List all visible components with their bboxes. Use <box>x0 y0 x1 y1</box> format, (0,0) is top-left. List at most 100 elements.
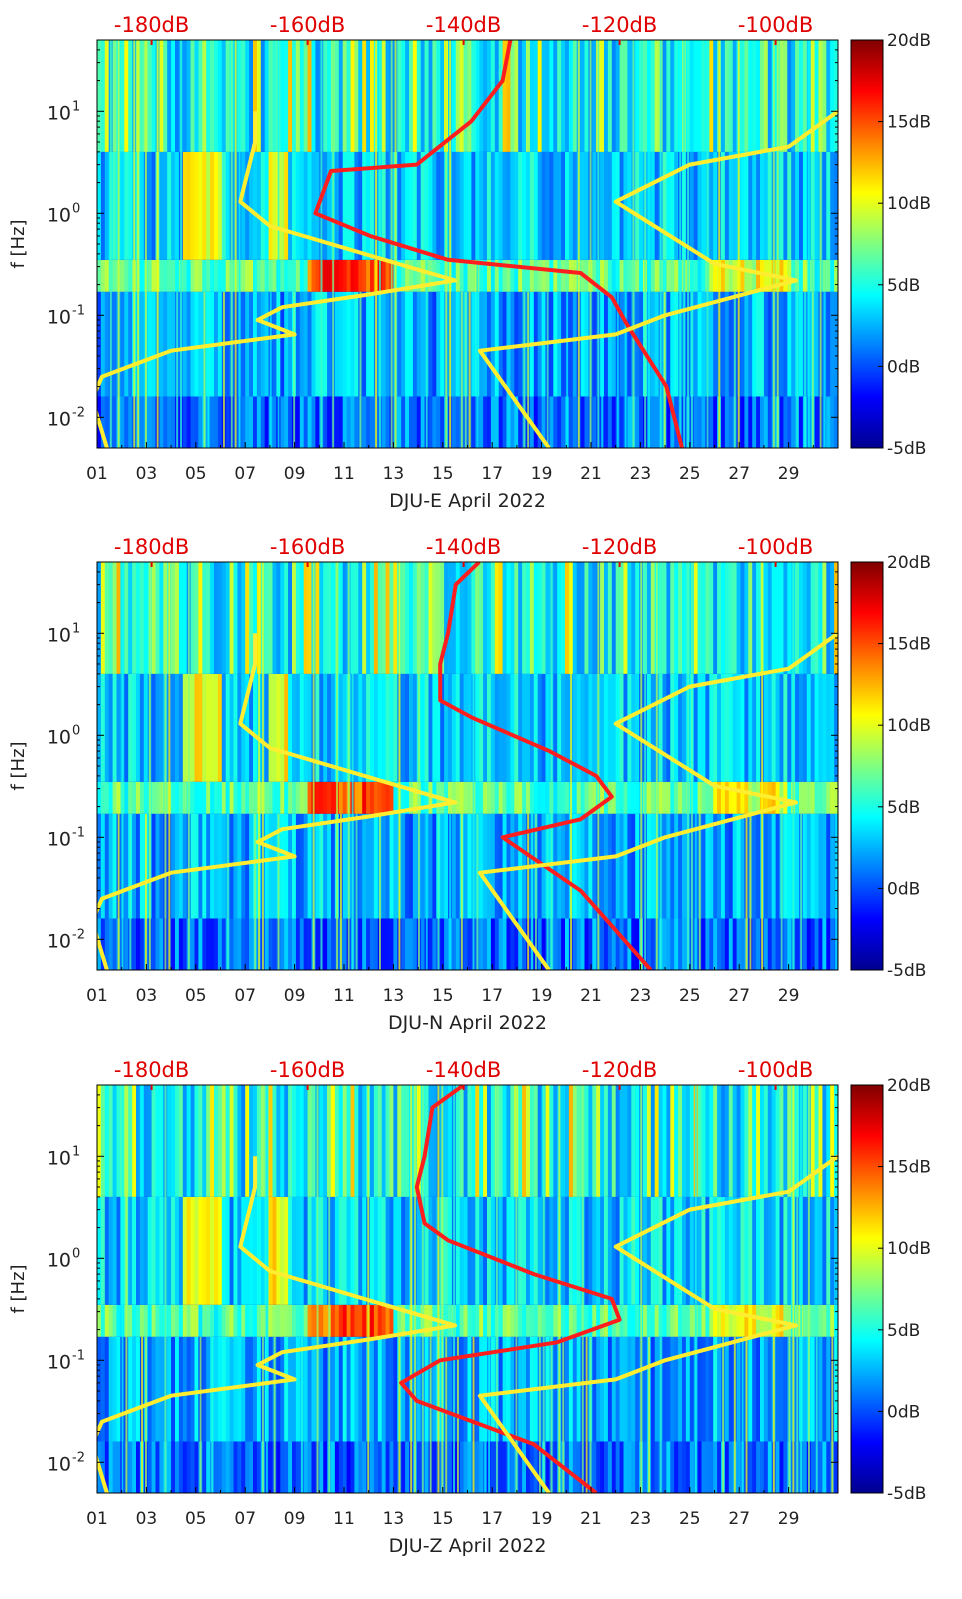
y-tick-label: 10 <box>47 1147 71 1169</box>
spectrogram-panel-3: 01 03 05 07 09 11 13 15 17 19 21 23 25 27 2910-210-110… <box>8 1058 931 1557</box>
red-noise-curve <box>399 1085 622 1493</box>
y-tick-label: 10 <box>47 1249 71 1271</box>
colorbar-tick-label: 15dB <box>887 1158 931 1178</box>
y-tick-label: 10 <box>47 204 71 226</box>
yellow-curve-2 <box>477 109 838 448</box>
x-tick-label: 13 <box>383 464 405 484</box>
colorbar-tick-label: 20dB <box>887 31 931 51</box>
colorbar-tick-label: -5dB <box>887 1484 926 1504</box>
x-tick-label: 17 <box>481 986 503 1006</box>
x-tick-label: 11 <box>333 464 355 484</box>
y-axis-label: f [Hz] <box>8 219 29 268</box>
y-tick-label: 10 <box>47 930 71 952</box>
top-axis-db-label: -140dB <box>426 535 501 559</box>
y-tick-label: 10 <box>47 306 71 328</box>
y-tick-exponent: 1 <box>72 99 80 114</box>
y-tick-label: 10 <box>47 408 71 430</box>
x-tick-label: 23 <box>630 1509 652 1529</box>
x-tick-label: 05 <box>185 464 207 484</box>
y-tick-label: 10 <box>47 828 71 850</box>
top-axis-db-label: -140dB <box>426 13 501 37</box>
top-axis-db-label: -100dB <box>738 535 813 559</box>
colorbar-tick-label: 10dB <box>887 716 931 736</box>
top-axis-db-label: -120dB <box>582 535 657 559</box>
x-tick-label: 19 <box>531 464 553 484</box>
colorbar-tick-label: 10dB <box>887 194 931 214</box>
x-tick-label: 19 <box>531 1509 553 1529</box>
y-tick-exponent: -1 <box>72 303 85 318</box>
x-tick-label: 27 <box>728 1509 750 1529</box>
colorbar-tick-label: 20dB <box>887 1076 931 1096</box>
heatmap-area <box>97 1085 838 1493</box>
x-tick-label: 09 <box>284 986 306 1006</box>
x-tick-label: 21 <box>580 1509 602 1529</box>
x-tick-label: 13 <box>383 1509 405 1529</box>
x-tick-label: 15 <box>432 1509 454 1529</box>
y-axis-label: f [Hz] <box>8 741 29 790</box>
yellow-curve-1 <box>97 633 458 970</box>
heatmap-area <box>97 562 838 970</box>
top-axis-db-label: -160dB <box>270 1058 345 1082</box>
x-axis-label: DJU-N April 2022 <box>388 1012 547 1034</box>
y-tick-label: 10 <box>47 726 71 748</box>
x-tick-label: 07 <box>234 464 256 484</box>
colorbar-tick-label: 15dB <box>887 635 931 655</box>
colorbar-tick-label: -5dB <box>887 439 926 459</box>
x-tick-label: 23 <box>630 464 652 484</box>
x-tick-label: 25 <box>679 986 701 1006</box>
top-axis-db-label: -180dB <box>114 13 189 37</box>
x-tick-label: 29 <box>778 986 800 1006</box>
x-tick-label: 21 <box>580 464 602 484</box>
x-tick-label: 19 <box>531 986 553 1006</box>
yellow-curve-2 <box>477 1154 838 1493</box>
x-tick-label: 01 <box>86 986 108 1006</box>
spectrogram-panel-2: 01 03 05 07 09 11 13 15 17 19 21 23 25 27 2910-210-110… <box>8 535 931 1034</box>
y-tick-exponent: -1 <box>72 1348 85 1363</box>
x-tick-label: 27 <box>728 464 750 484</box>
x-axis-label: DJU-E April 2022 <box>389 490 546 512</box>
x-tick-label: 29 <box>778 464 800 484</box>
x-tick-label: 15 <box>432 464 454 484</box>
x-tick-label: 29 <box>778 1509 800 1529</box>
yellow-curve-2 <box>477 631 838 970</box>
y-tick-exponent: -1 <box>72 825 85 840</box>
x-tick-label: 09 <box>284 1509 306 1529</box>
x-tick-label: 07 <box>234 986 256 1006</box>
x-tick-label: 13 <box>383 986 405 1006</box>
x-tick-label: 21 <box>580 986 602 1006</box>
colorbar-tick-label: 0dB <box>887 1402 920 1422</box>
yellow-curve-1 <box>97 111 458 448</box>
top-axis-db-label: -120dB <box>582 13 657 37</box>
top-axis-db-label: -160dB <box>270 13 345 37</box>
colorbar-tick-label: 10dB <box>887 1239 931 1259</box>
yellow-curve-1 <box>97 1156 458 1493</box>
colorbar-tick-label: 15dB <box>887 113 931 133</box>
x-tick-label: 03 <box>136 464 158 484</box>
top-axis-db-label: -180dB <box>114 1058 189 1082</box>
colorbar-tick-label: 20dB <box>887 553 931 573</box>
y-tick-label: 10 <box>47 1453 71 1475</box>
colorbar-tick-label: 5dB <box>887 276 920 296</box>
y-tick-exponent: -2 <box>72 1450 85 1465</box>
x-tick-label: 01 <box>86 464 108 484</box>
heatmap-area <box>97 40 838 448</box>
y-tick-exponent: 1 <box>72 1144 80 1159</box>
x-tick-label: 11 <box>333 986 355 1006</box>
y-axis-label: f [Hz] <box>8 1264 29 1313</box>
y-tick-label: 10 <box>47 1351 71 1373</box>
x-tick-label: 25 <box>679 1509 701 1529</box>
colorbar-tick-label: 0dB <box>887 357 920 377</box>
colorbar-tick-label: 5dB <box>887 798 920 818</box>
top-axis-db-label: -100dB <box>738 13 813 37</box>
x-tick-label: 15 <box>432 986 454 1006</box>
x-tick-label: 07 <box>234 1509 256 1529</box>
colorbar <box>850 561 884 971</box>
x-tick-label: 27 <box>728 986 750 1006</box>
x-tick-label: 05 <box>185 986 207 1006</box>
y-tick-label: 10 <box>47 102 71 124</box>
colorbar <box>850 1084 884 1494</box>
colorbar-tick-label: -5dB <box>887 961 926 981</box>
colorbar-tick-label: 0dB <box>887 879 920 899</box>
red-noise-curve <box>313 40 684 448</box>
